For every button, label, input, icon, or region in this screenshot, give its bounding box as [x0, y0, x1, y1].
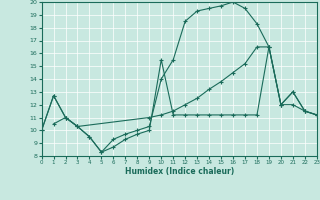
X-axis label: Humidex (Indice chaleur): Humidex (Indice chaleur)	[124, 167, 234, 176]
